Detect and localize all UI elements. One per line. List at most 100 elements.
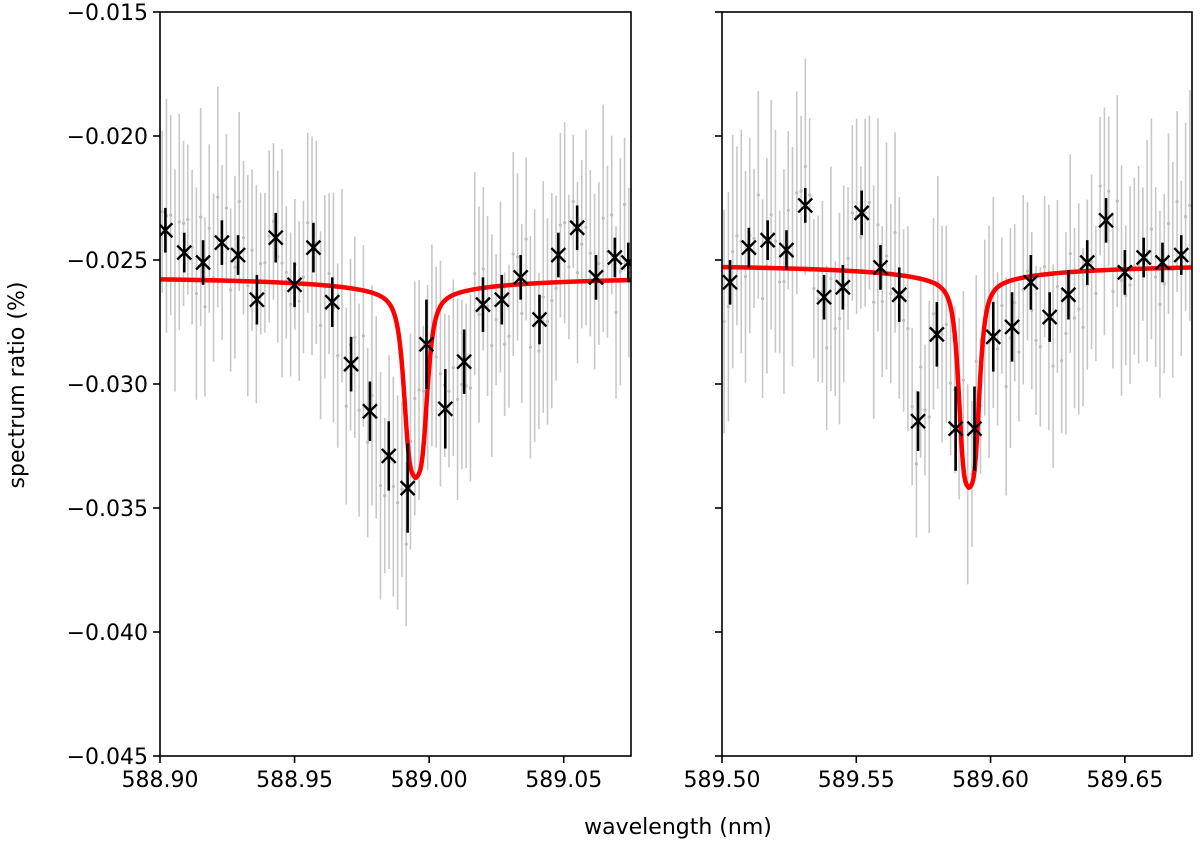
binned-point xyxy=(929,326,945,343)
raw-point xyxy=(327,272,331,276)
raw-point xyxy=(889,291,893,296)
raw-point xyxy=(1000,303,1004,308)
raw-point xyxy=(160,210,164,214)
raw-point xyxy=(528,345,532,349)
binned-point xyxy=(214,234,230,251)
raw-point xyxy=(545,319,550,324)
raw-point xyxy=(580,242,584,246)
raw-point xyxy=(203,305,207,309)
raw-point xyxy=(284,270,288,275)
raw-point xyxy=(1166,222,1171,226)
x-tick-label: 588.90 xyxy=(122,768,199,793)
binned-point xyxy=(195,254,211,271)
x-tick-label: 589.55 xyxy=(818,768,895,793)
x-tick-label: 589.00 xyxy=(391,768,468,793)
raw-point xyxy=(1025,269,1030,273)
binned-point xyxy=(816,289,832,306)
binned-point xyxy=(1154,254,1171,271)
raw-point xyxy=(1111,289,1115,294)
raw-point xyxy=(233,265,237,269)
binned-point xyxy=(437,400,454,417)
raw-point xyxy=(726,305,731,309)
raw-point xyxy=(366,440,370,445)
raw-point xyxy=(477,312,481,317)
raw-point xyxy=(1034,338,1038,343)
raw-point xyxy=(186,217,190,222)
raw-point xyxy=(288,302,293,306)
raw-point xyxy=(769,213,773,217)
raw-point xyxy=(404,542,408,546)
raw-point xyxy=(246,284,250,288)
binned-point xyxy=(176,244,193,261)
raw-point xyxy=(944,322,948,326)
raw-point xyxy=(391,484,395,489)
binned-point xyxy=(797,197,814,214)
raw-point xyxy=(812,287,816,291)
right-panel: 589.50 589.55 589.60 589.65 xyxy=(684,11,1193,793)
raw-point xyxy=(927,415,931,419)
raw-point xyxy=(786,208,790,212)
y-tick-label: −0.035 xyxy=(67,497,148,522)
raw-point xyxy=(901,318,906,323)
raw-point xyxy=(1055,284,1060,289)
raw-point xyxy=(1188,203,1192,208)
raw-point xyxy=(507,334,511,338)
raw-point xyxy=(829,277,833,281)
binned-point xyxy=(456,353,472,370)
raw-point xyxy=(795,191,799,195)
raw-point xyxy=(1081,325,1085,329)
raw-point xyxy=(216,195,220,199)
binned-point xyxy=(620,254,631,271)
raw-point xyxy=(722,319,726,324)
raw-point xyxy=(383,494,387,498)
binned-point xyxy=(362,403,378,420)
raw-point xyxy=(910,405,914,409)
raw-point xyxy=(588,251,592,255)
raw-point xyxy=(336,354,340,358)
raw-point xyxy=(1068,251,1072,256)
raw-point xyxy=(361,334,365,338)
binned-point xyxy=(343,356,359,373)
raw-point xyxy=(1004,384,1008,389)
raw-point xyxy=(344,404,348,408)
x-tick-label: 589.50 xyxy=(684,768,761,793)
raw-point xyxy=(756,193,760,197)
raw-point xyxy=(567,265,571,269)
raw-point xyxy=(181,221,186,225)
raw-point xyxy=(199,215,203,219)
y-tick-label: −0.040 xyxy=(67,621,148,646)
binned-point xyxy=(475,296,491,313)
binned-point xyxy=(286,276,303,293)
raw-point xyxy=(872,300,876,304)
raw-point xyxy=(1175,200,1179,204)
raw-point xyxy=(524,237,528,241)
raw-point xyxy=(880,300,884,304)
raw-point xyxy=(1154,275,1158,279)
raw-point xyxy=(1158,302,1162,306)
binned-point xyxy=(1079,254,1096,271)
x-axis-label: wavelength (nm) xyxy=(584,815,772,840)
raw-point xyxy=(318,323,323,327)
raw-point xyxy=(919,365,923,369)
binned-point xyxy=(399,480,416,497)
y-tick-label: −0.025 xyxy=(67,249,148,274)
binned-point xyxy=(891,286,908,303)
raw-point xyxy=(876,223,880,227)
raw-point xyxy=(169,213,173,217)
raw-point xyxy=(447,389,451,393)
raw-point xyxy=(778,280,782,284)
raw-point xyxy=(241,236,246,240)
binned-point xyxy=(759,232,776,249)
raw-point xyxy=(1051,364,1055,368)
binned-point xyxy=(230,247,246,263)
raw-point xyxy=(618,269,622,274)
raw-point xyxy=(914,462,919,466)
raw-point xyxy=(1038,345,1042,349)
raw-point xyxy=(893,230,897,235)
raw-point xyxy=(1098,184,1102,188)
raw-point xyxy=(995,347,1000,351)
fit-line xyxy=(722,264,1192,490)
raw-point xyxy=(378,484,383,488)
raw-point xyxy=(460,382,464,387)
